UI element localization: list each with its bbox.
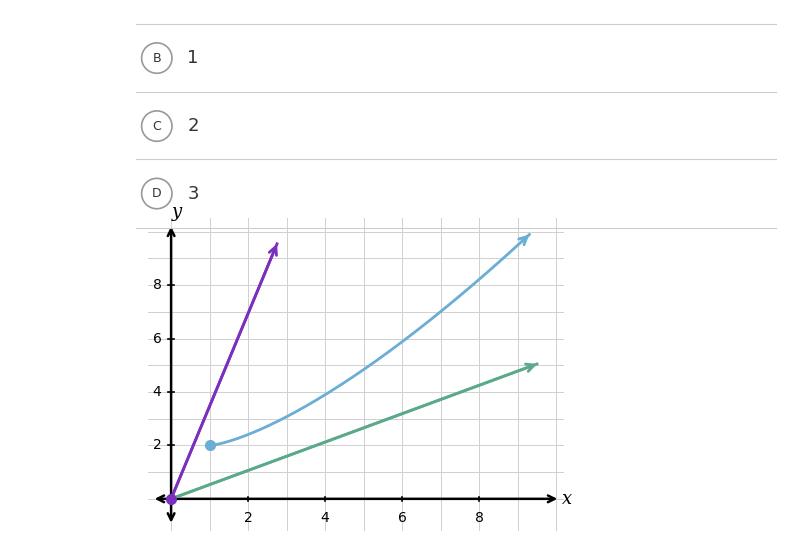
Text: y: y [172,203,182,221]
Text: 2: 2 [244,511,253,525]
Text: 4: 4 [153,385,162,399]
Text: 3: 3 [187,185,198,202]
Text: C: C [153,119,161,133]
Text: 4: 4 [321,511,330,525]
Text: 6: 6 [398,511,406,525]
Text: 2: 2 [153,439,162,452]
Text: B: B [153,51,161,65]
Text: 6: 6 [153,332,162,346]
Text: 8: 8 [475,511,484,525]
Text: 8: 8 [153,278,162,292]
Text: 1: 1 [187,49,198,67]
Text: x: x [562,490,572,508]
Text: 2: 2 [187,117,198,135]
Text: D: D [152,187,162,200]
